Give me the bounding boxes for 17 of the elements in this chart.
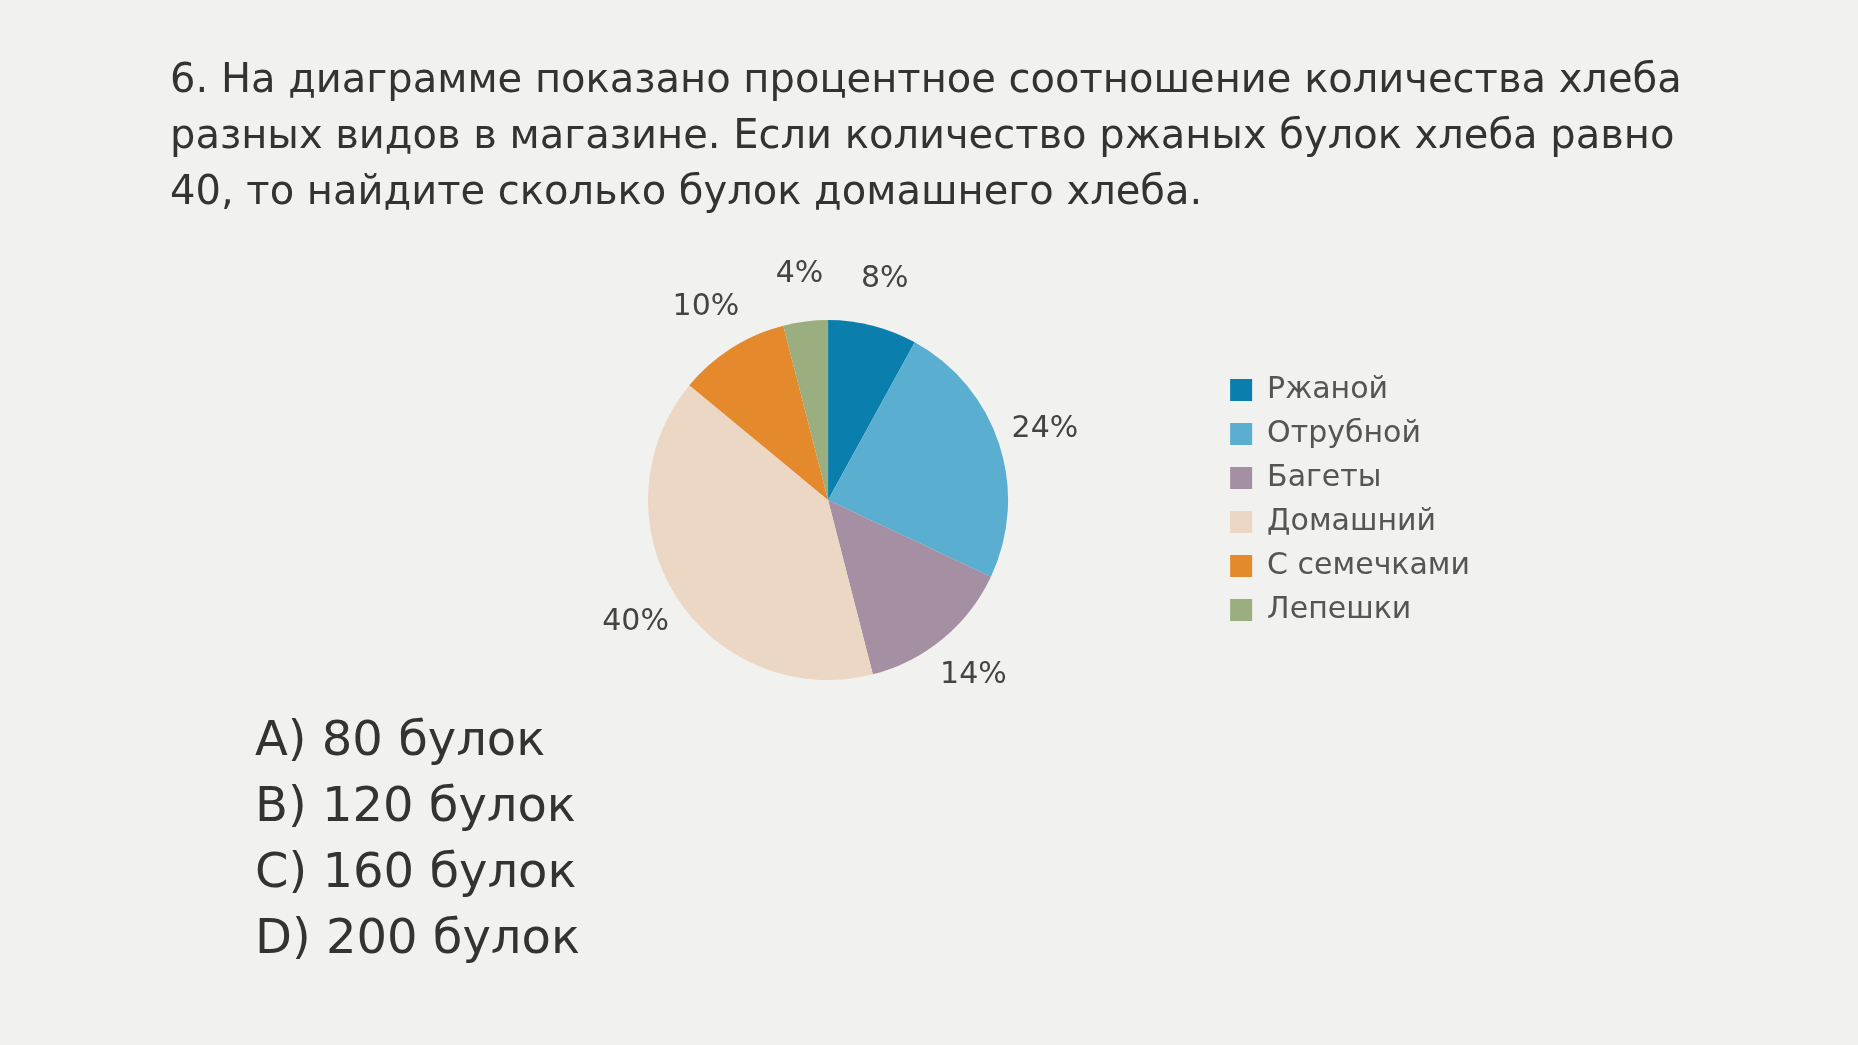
legend-label: Багеты — [1267, 457, 1382, 493]
legend-label: Домашний — [1267, 501, 1436, 537]
data-label: 14% — [940, 655, 1007, 691]
legend-label: С семечками — [1267, 545, 1471, 581]
data-label: 10% — [672, 287, 740, 323]
text: D) 200 булок — [255, 907, 580, 966]
data-label: 40% — [602, 601, 669, 637]
legend-label: Ржаной — [1267, 369, 1389, 405]
data-label: 24% — [1011, 409, 1079, 445]
legend-label: Отрубной — [1267, 413, 1421, 449]
text: B) 120 булок — [255, 775, 577, 834]
data-label: 4% — [775, 253, 824, 289]
text: A) 80 булок — [255, 709, 547, 768]
data-label: 8% — [860, 258, 909, 294]
chart-title: 6. На диаграмме показано процентное соотношение количества хлеба разных видов в магазине. Если количество ржаных булок хлеба равно 40, то найдите сколько булок домашнего хлеба. — [170, 54, 1683, 215]
text: C) 160 булок — [255, 841, 578, 900]
legend-label: Лепешки — [1267, 589, 1412, 625]
